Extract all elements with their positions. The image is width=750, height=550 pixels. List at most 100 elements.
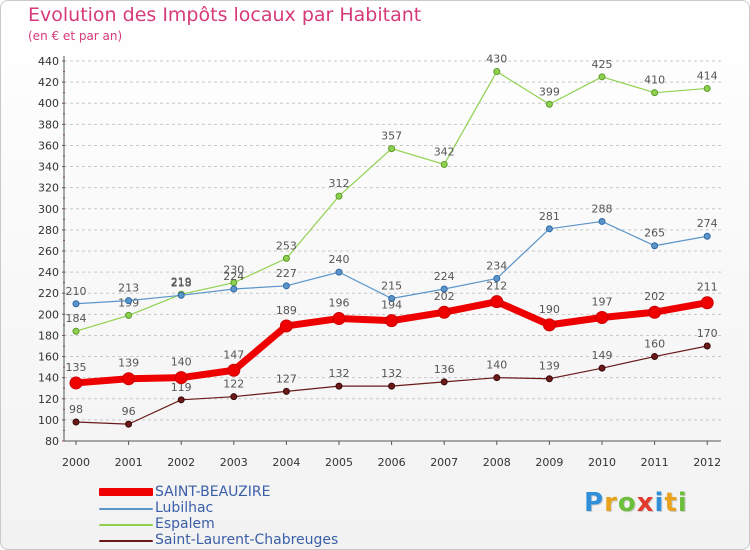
x-tick-label: 2012 bbox=[693, 456, 721, 469]
x-tick-label: 2011 bbox=[641, 456, 669, 469]
data-label: 288 bbox=[592, 202, 613, 215]
legend-label: Lubilhac bbox=[155, 500, 214, 516]
logo-letter: i bbox=[654, 488, 665, 518]
y-tick-label: 380 bbox=[38, 118, 59, 131]
data-point bbox=[595, 311, 609, 324]
logo-letter: t bbox=[664, 488, 678, 518]
data-label: 135 bbox=[66, 361, 87, 374]
data-point bbox=[177, 291, 185, 299]
data-point bbox=[703, 342, 711, 350]
legend-swatch bbox=[99, 508, 153, 510]
data-label: 425 bbox=[592, 58, 613, 71]
data-point bbox=[440, 378, 448, 386]
data-point bbox=[125, 420, 133, 428]
data-point bbox=[545, 375, 553, 383]
data-point bbox=[700, 296, 714, 310]
legend-label: Espalem bbox=[155, 516, 215, 532]
data-point bbox=[279, 319, 293, 333]
data-label: 189 bbox=[276, 304, 297, 317]
y-tick-label: 260 bbox=[38, 245, 59, 258]
proxiti-logo: Proxiti bbox=[584, 488, 688, 518]
y-tick-label: 100 bbox=[38, 414, 59, 427]
data-point bbox=[72, 327, 80, 335]
y-tick-label: 340 bbox=[38, 161, 59, 174]
x-tick-label: 2008 bbox=[483, 456, 511, 469]
y-tick-label: 360 bbox=[38, 139, 59, 152]
data-point bbox=[282, 254, 290, 262]
data-label: 202 bbox=[434, 290, 455, 303]
data-point bbox=[648, 305, 662, 319]
data-label: 96 bbox=[122, 405, 136, 418]
x-tick-label: 2010 bbox=[588, 456, 616, 469]
data-point bbox=[72, 418, 80, 426]
legend-label: SAINT-BEAUZIRE bbox=[155, 484, 271, 500]
data-point bbox=[493, 374, 501, 382]
data-label: 211 bbox=[697, 281, 718, 294]
data-point bbox=[440, 285, 448, 293]
data-point bbox=[493, 68, 501, 76]
data-label: 274 bbox=[697, 217, 718, 230]
data-point bbox=[545, 100, 553, 108]
data-point bbox=[490, 295, 504, 309]
data-label: 224 bbox=[223, 270, 244, 283]
data-point bbox=[282, 387, 290, 395]
data-label: 224 bbox=[434, 270, 455, 283]
data-point bbox=[335, 192, 343, 200]
data-label: 136 bbox=[434, 363, 455, 376]
data-label: 414 bbox=[697, 69, 718, 82]
data-label: 132 bbox=[381, 367, 402, 380]
data-label: 184 bbox=[66, 312, 87, 325]
data-point bbox=[545, 225, 553, 233]
data-point bbox=[598, 364, 606, 372]
data-label: 212 bbox=[486, 280, 507, 293]
data-label: 140 bbox=[486, 359, 507, 372]
data-point bbox=[174, 371, 188, 385]
data-point bbox=[282, 282, 290, 290]
x-tick-label: 2007 bbox=[430, 456, 458, 469]
data-point bbox=[388, 295, 396, 302]
data-point bbox=[72, 300, 80, 308]
data-label: 119 bbox=[171, 381, 192, 394]
data-label: 219 bbox=[171, 275, 192, 288]
data-point bbox=[651, 353, 659, 361]
data-point bbox=[703, 84, 711, 92]
legend-label: Saint-Laurent-Chabreuges bbox=[155, 532, 339, 548]
legend-swatch bbox=[99, 488, 153, 496]
data-label: 357 bbox=[381, 130, 402, 143]
y-tick-label: 140 bbox=[38, 372, 59, 385]
data-label: 190 bbox=[539, 303, 560, 316]
data-point bbox=[122, 372, 136, 386]
data-label: 170 bbox=[697, 327, 718, 340]
data-label: 147 bbox=[223, 348, 244, 361]
y-tick-label: 240 bbox=[38, 266, 59, 279]
data-point bbox=[227, 363, 241, 377]
data-label: 312 bbox=[329, 177, 350, 190]
y-tick-label: 440 bbox=[38, 55, 59, 68]
data-point bbox=[335, 382, 343, 390]
data-point bbox=[230, 285, 238, 293]
y-tick-label: 220 bbox=[38, 287, 59, 300]
data-point bbox=[177, 396, 185, 404]
data-label: 430 bbox=[486, 53, 507, 66]
y-tick-label: 400 bbox=[38, 97, 59, 110]
logo-letter: r bbox=[604, 488, 618, 518]
data-label: 410 bbox=[644, 74, 665, 87]
logo-letter: o bbox=[617, 488, 637, 518]
data-point bbox=[651, 242, 659, 250]
data-label: 281 bbox=[539, 210, 560, 223]
y-tick-label: 300 bbox=[38, 203, 59, 216]
x-tick-label: 2006 bbox=[378, 456, 406, 469]
chart-subtitle: (en € et par an) bbox=[28, 29, 123, 43]
chart-title: Evolution des Impôts locaux par Habitant bbox=[28, 4, 422, 26]
data-point bbox=[440, 160, 448, 168]
data-point bbox=[388, 145, 396, 153]
data-label: 132 bbox=[329, 367, 350, 380]
data-point bbox=[437, 305, 451, 319]
legend-swatch bbox=[99, 540, 153, 542]
data-point bbox=[385, 314, 399, 328]
data-label: 127 bbox=[276, 372, 297, 385]
x-tick-label: 2004 bbox=[272, 456, 300, 469]
data-label: 342 bbox=[434, 145, 455, 158]
data-point bbox=[651, 89, 659, 97]
